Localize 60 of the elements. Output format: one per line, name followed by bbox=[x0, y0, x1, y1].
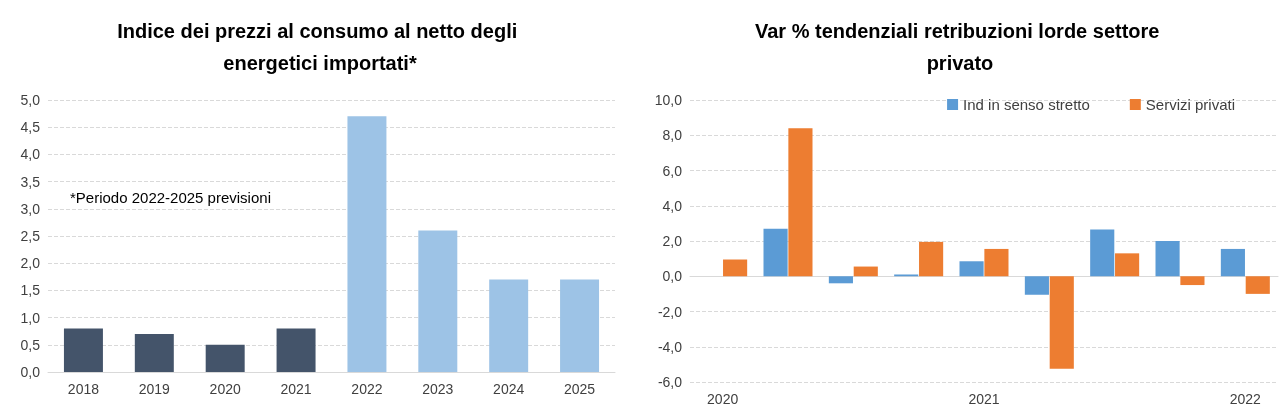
bar bbox=[1115, 253, 1140, 277]
y-tick-label: 6,0 bbox=[662, 162, 683, 179]
annotation: *Periodo 2022-2025 previsioni bbox=[70, 189, 271, 206]
legend-label: Servizi privati bbox=[1145, 96, 1235, 113]
y-tick-label: 0,5 bbox=[20, 336, 41, 353]
bar bbox=[828, 276, 853, 284]
x-tick-label: 2019 bbox=[138, 381, 171, 397]
legend-label: Ind in senso stretto bbox=[963, 96, 1090, 113]
y-tick-label: 3,0 bbox=[20, 200, 41, 217]
bar bbox=[347, 116, 387, 372]
bar bbox=[134, 333, 174, 372]
y-tick-label: 2,0 bbox=[20, 255, 41, 272]
bar bbox=[1049, 276, 1074, 369]
y-tick-label: 5,0 bbox=[20, 92, 41, 108]
x-tick-label: 2022 bbox=[1229, 391, 1262, 407]
x-tick-label: 2018 bbox=[67, 381, 100, 397]
chart-title: Var % tendenziali retribuzioni lorde settore privato bbox=[754, 20, 1166, 74]
bar bbox=[205, 344, 245, 372]
bar bbox=[1220, 248, 1245, 277]
bar bbox=[959, 261, 984, 277]
bar bbox=[418, 230, 458, 372]
y-tick-label: 4,0 bbox=[662, 197, 683, 214]
x-tick-label: 2022 bbox=[351, 381, 383, 397]
chart-title: Indice dei prezzi al consumo al netto degli energetici importati* bbox=[117, 20, 523, 74]
x-tick-label: 2020 bbox=[209, 381, 241, 397]
bar bbox=[763, 228, 788, 277]
bar bbox=[788, 128, 813, 277]
y-tick-label: -4,0 bbox=[657, 338, 683, 355]
bar bbox=[1155, 241, 1180, 277]
y-tick-label: -2,0 bbox=[657, 303, 683, 320]
x-tick-label: 2025 bbox=[563, 381, 596, 397]
bar bbox=[489, 279, 529, 372]
bar bbox=[1090, 229, 1115, 277]
y-tick-label: 3,5 bbox=[20, 173, 41, 190]
y-tick-label: 2,5 bbox=[20, 228, 41, 244]
bar bbox=[1180, 276, 1205, 286]
bar bbox=[560, 279, 600, 372]
y-tick-label: 1,5 bbox=[20, 282, 41, 299]
x-tick-label: 2021 bbox=[280, 381, 312, 397]
x-tick-label: 2024 bbox=[493, 381, 525, 397]
y-tick-label: 10,0 bbox=[654, 92, 683, 108]
y-tick-label: 4,5 bbox=[20, 119, 41, 136]
y-tick-label: 1,0 bbox=[20, 309, 41, 326]
y-tick-label: 0,0 bbox=[662, 268, 683, 285]
x-tick-label: 2021 bbox=[968, 391, 1000, 407]
x-tick-label: 2023 bbox=[422, 381, 454, 397]
y-tick-label: -6,0 bbox=[657, 374, 683, 390]
bar bbox=[919, 241, 944, 277]
bar bbox=[1245, 276, 1270, 294]
bar bbox=[984, 248, 1009, 277]
y-tick-label: 4,0 bbox=[20, 146, 41, 163]
y-tick-label: 8,0 bbox=[662, 127, 683, 144]
x-tick-label: 2020 bbox=[707, 391, 739, 407]
bar bbox=[723, 259, 748, 277]
y-tick-label: 2,0 bbox=[662, 233, 683, 249]
bar bbox=[63, 328, 103, 372]
bar bbox=[276, 328, 316, 372]
y-tick-label: 0,0 bbox=[20, 364, 41, 380]
bar bbox=[853, 266, 878, 277]
bar bbox=[1024, 276, 1049, 295]
